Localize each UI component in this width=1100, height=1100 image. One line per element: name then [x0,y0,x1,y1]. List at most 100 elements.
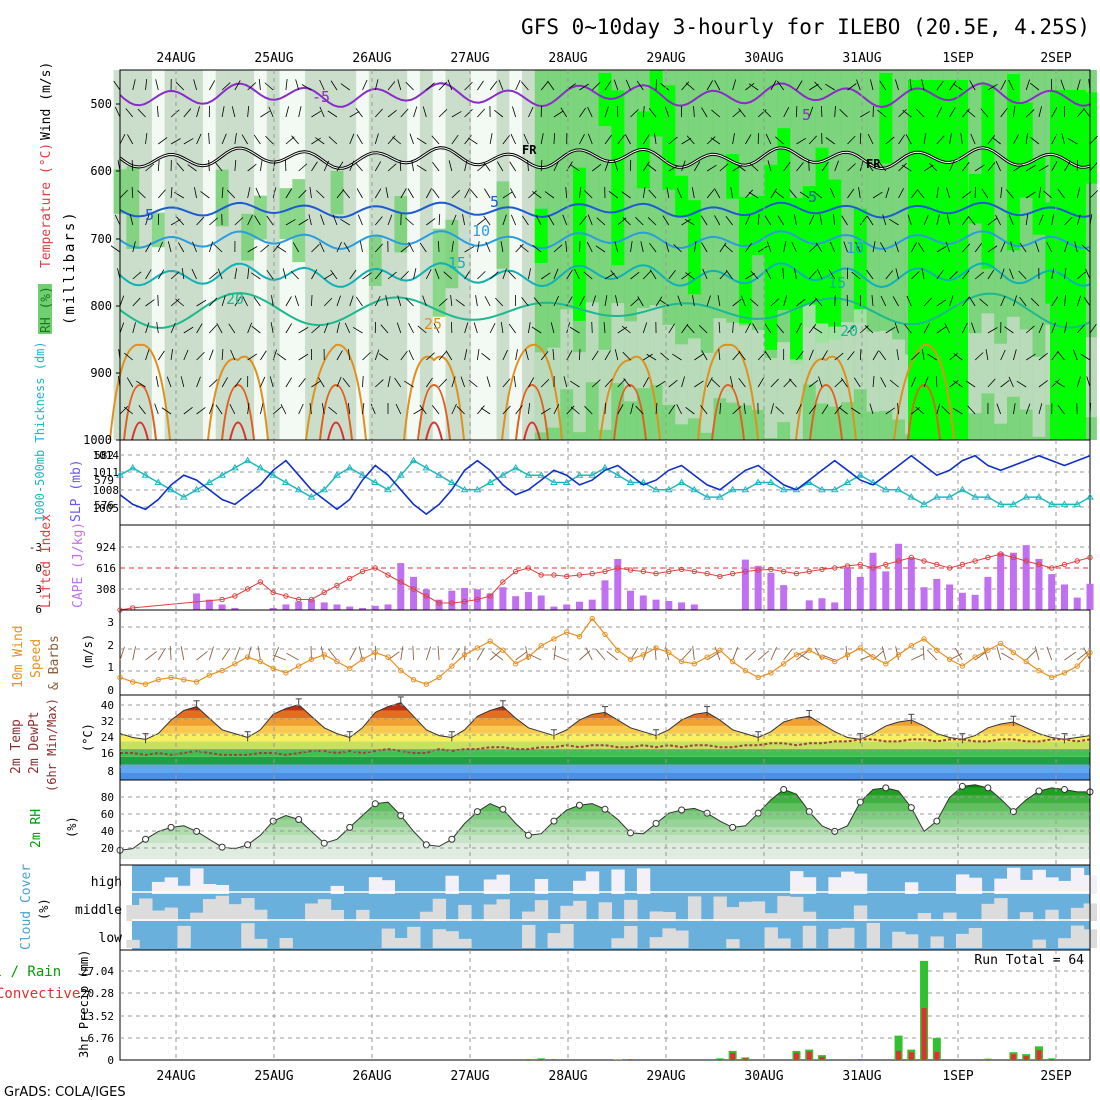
cloud-cell [419,911,434,921]
wind-barb [462,214,465,226]
wind-barb [595,245,606,253]
wind-barb [654,133,657,145]
wind-barb [157,241,163,253]
wind-speed-point [946,656,953,662]
wind-barb [221,349,224,361]
wind-barb [569,326,580,334]
wind-barb [799,191,810,199]
wind-barb [885,136,895,145]
wind-barb [191,268,197,280]
contour-label-fr-2: FR [866,157,881,171]
wind-barb [247,106,250,118]
wind-barb [502,268,507,280]
wind-barb [217,268,223,280]
cloud-cell [458,904,472,921]
wind-barb [166,376,172,388]
thickness-point [613,471,622,478]
wind-barb [413,268,417,280]
wind-barb-10m [349,647,357,661]
wind-barb [540,133,544,145]
wind-barb [1089,190,1099,199]
cloud-cell [534,879,549,894]
wind-barb [732,321,734,334]
wind-barb [540,407,551,415]
thickness-point [1060,500,1069,507]
wind-speed-point [602,631,608,638]
thickness-tick: 579 [94,474,114,487]
wind-barb [438,213,441,226]
cloud-cell [139,898,153,921]
wind-barb [591,379,601,388]
rh-point [371,800,379,808]
wind-barb [1064,241,1069,253]
wind-barb-10m [814,647,823,661]
wind-barb [706,80,714,91]
wind-barb [298,163,308,172]
wind-barb [438,81,447,91]
cloud-cell [1045,909,1059,921]
wind-barb [301,84,312,91]
wind-barb [445,350,453,361]
wind-barb [764,350,772,361]
wind-barb [808,135,817,145]
wind-barb [1064,295,1067,307]
wind-barb [1025,403,1031,415]
wind-barb [355,162,363,172]
cape-bar [665,601,673,610]
li-point [870,565,876,571]
cloud-cell [904,882,919,894]
wind-barb [1073,349,1078,361]
wind-barb-10m [196,650,208,661]
cloud-cell [254,938,268,948]
li-point [704,570,710,577]
wind-barb [509,161,516,172]
wind-barb [960,133,963,145]
thickness-point [294,485,303,493]
wind-barb [693,106,695,118]
wind-barb [856,79,861,91]
wind-barb [476,349,480,361]
thickness-point [703,493,711,500]
thickness-point [741,485,750,493]
cape-bar [1060,584,1068,610]
wind-barb [486,376,491,388]
wind-barb [866,269,874,280]
wind-barb [254,215,261,226]
wind-barb [157,269,165,280]
wind-barb [808,323,817,334]
wind-barb [1085,268,1091,280]
wind-barb [1000,349,1006,361]
wind-barb [962,162,970,172]
wind-barb [968,296,976,307]
date-axis-top: 24AUG 25AUG 26AUG 27AUG 28AUG 29AUG 30AUG 31AUG… [156,51,1071,66]
precip-conv-bar [985,1059,991,1060]
upper-label-temp: Temperature (°C) [39,143,54,268]
wind-barb [936,135,945,145]
wind-barb [879,350,887,361]
wind-barb [400,108,409,118]
li-point [257,579,264,585]
contour-label-5c: 5 [808,188,817,206]
wind-speed-point [525,654,532,660]
cloud-cell [305,903,319,921]
wind-barb [500,241,504,253]
wind-barb [349,295,354,307]
wind-barb [209,324,218,334]
wind-barb [847,324,856,334]
wind-barb [119,189,128,199]
wind-barb [642,187,646,199]
wind-barb [706,136,716,145]
li-point [602,568,608,575]
wind-barb [706,377,713,388]
wind-barb [719,163,729,172]
wind-barb [532,244,542,253]
wind-barb [560,107,568,118]
li-point [372,565,378,571]
cape-bar [933,578,941,610]
dewpoint-line [120,738,1091,756]
wind-barb [489,271,499,280]
wind-barb [949,80,957,91]
wind-speed-point [385,654,391,660]
li-point [487,593,493,599]
wind-barb [272,243,281,253]
